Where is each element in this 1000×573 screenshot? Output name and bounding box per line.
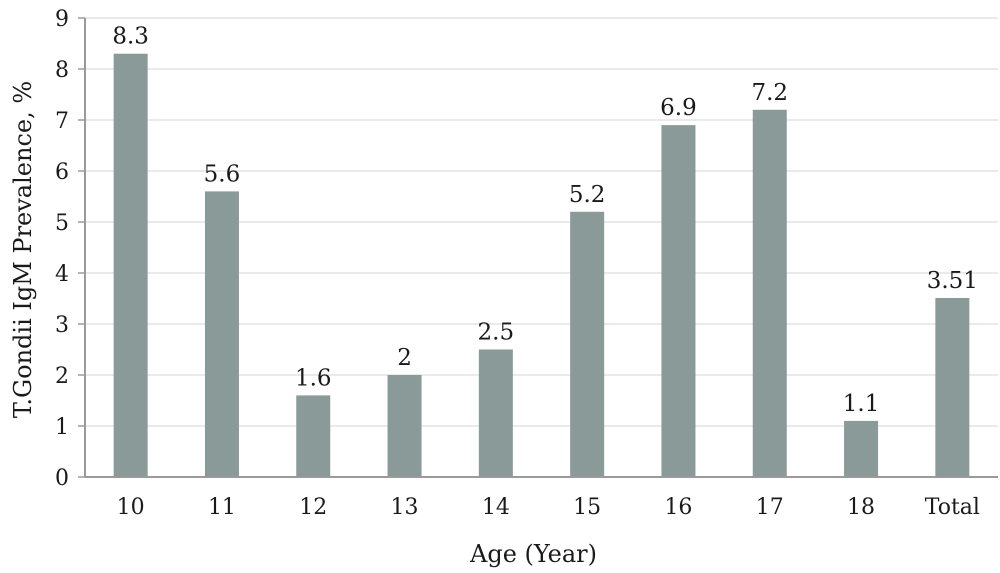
bar-value-label: 6.9 [660,95,697,121]
bar-value-label: 5.6 [204,161,241,187]
bars [113,53,970,478]
bar-value-label: 3.51 [927,268,978,294]
bar-18 [844,420,879,477]
x-tick-label: Total [925,495,980,520]
y-tick-label: 1 [55,415,69,440]
y-tick-label: 5 [55,211,69,236]
bar-17 [752,109,787,478]
x-tick-label: 18 [847,495,875,520]
y-axis-title: T.Gondii IgM Prevalence, % [9,81,37,418]
x-tick-label: 15 [573,495,601,520]
x-tick-label: 13 [391,495,419,520]
y-tick-label: 0 [55,466,69,491]
bar-value-label: 1.6 [295,365,332,391]
y-tick-label: 8 [55,58,69,83]
y-tick-labels: 0 1 2 3 4 5 6 7 8 9 [55,7,85,491]
x-tick-label: 14 [482,495,510,520]
bar-10 [113,53,148,477]
x-tick-label: 11 [208,495,236,520]
y-tick-label: 7 [55,109,69,134]
y-tick-label: 6 [55,160,69,185]
x-tick-labels: 10 11 12 13 14 15 16 17 18 Total [117,495,980,520]
bar-11 [204,191,239,477]
x-tick-label: 10 [117,495,145,520]
bar-value-label: 5.2 [569,182,606,208]
bar-value-labels: 8.3 5.6 1.6 2 2.5 5.2 6.9 7.2 1.1 3.51 [112,24,978,417]
x-tick-label: 16 [664,495,692,520]
bar-13 [387,375,422,477]
y-tick-label: 9 [55,7,69,32]
bar-14 [478,349,513,477]
x-tick-label: 12 [299,495,327,520]
x-tick-label: 17 [756,495,784,520]
y-tick-label: 4 [55,262,69,287]
bar-16 [661,125,696,477]
bar-value-label: 2.5 [478,320,515,346]
y-tick-label: 3 [55,313,69,338]
bar-value-label: 2 [397,345,412,371]
y-tick-label: 2 [55,364,69,389]
x-axis-title: Age (Year) [469,540,597,568]
bar-value-label: 1.1 [843,391,880,417]
bar-value-label: 8.3 [112,24,149,50]
bar-15 [570,211,605,478]
bar-12 [296,395,331,477]
bar-value-label: 7.2 [751,80,788,106]
bar-total [935,297,970,477]
